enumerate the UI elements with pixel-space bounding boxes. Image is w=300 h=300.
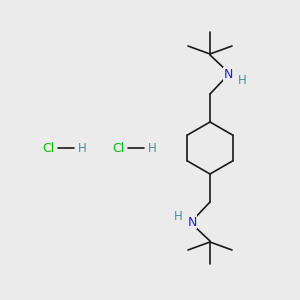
Text: N: N <box>187 215 197 229</box>
Text: H: H <box>238 74 246 86</box>
Text: N: N <box>223 68 233 80</box>
Text: Cl: Cl <box>112 142 124 154</box>
Text: H: H <box>78 142 86 154</box>
Text: Cl: Cl <box>42 142 54 154</box>
Text: H: H <box>148 142 156 154</box>
Text: H: H <box>174 209 182 223</box>
